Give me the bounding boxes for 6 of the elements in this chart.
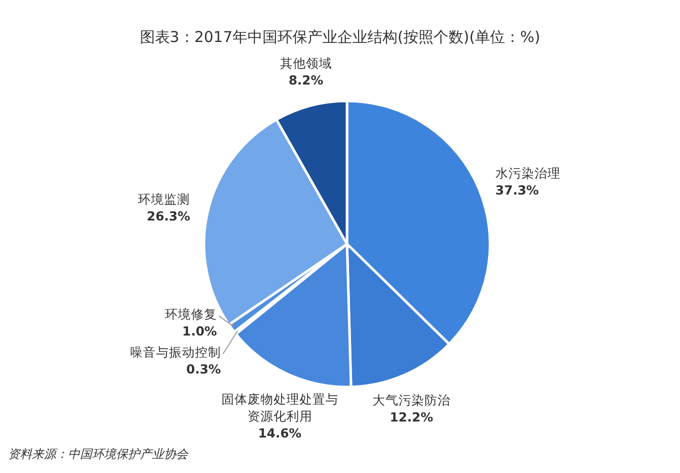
annotation: 资料来源：中国环境保护产业协会 (8, 447, 188, 461)
title: 图表3：2017年中国环保产业企业结构(按照个数)(单位：%) (140, 28, 540, 46)
data-label: 1.0% (182, 324, 218, 339)
slice-label: 环境修复 (164, 306, 217, 322)
data-label: 0.3% (186, 362, 222, 377)
slice-label: 噪音与振动控制 (130, 344, 221, 360)
